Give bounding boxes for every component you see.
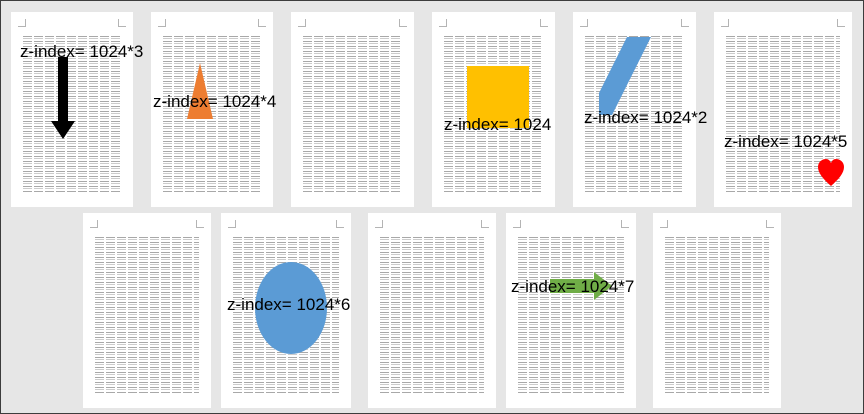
page-text-lines xyxy=(163,36,261,193)
blue-ellipse-shape[interactable] xyxy=(255,262,327,354)
orange-triangle-shape[interactable] xyxy=(187,63,213,119)
red-heart-shape[interactable] xyxy=(818,159,844,187)
page-10[interactable] xyxy=(506,213,636,408)
page-1[interactable] xyxy=(11,12,133,207)
page-8-z-index-label: z-index= 1024*6 xyxy=(227,295,351,314)
page-text-lines xyxy=(303,36,402,193)
yellow-square-rect xyxy=(467,66,529,128)
page-5-z-index-label: z-index= 1024*2 xyxy=(584,108,708,127)
page-3[interactable] xyxy=(291,12,414,207)
page-text-lines xyxy=(95,237,199,394)
page-6[interactable] xyxy=(714,12,852,207)
orange-triangle-path xyxy=(187,63,213,119)
page-text-lines xyxy=(518,237,624,394)
black-down-arrow-shape[interactable] xyxy=(51,57,75,139)
red-heart-path xyxy=(818,159,844,186)
page-text-lines xyxy=(23,36,121,193)
yellow-square-shape[interactable] xyxy=(467,66,529,128)
page-10-z-index-label: z-index= 1024*7 xyxy=(511,277,635,296)
green-right-arrow-shape[interactable] xyxy=(550,272,612,300)
page-2[interactable] xyxy=(151,12,273,207)
page-11[interactable] xyxy=(653,213,781,408)
blue-ellipse-path xyxy=(255,262,327,354)
page-text-lines xyxy=(380,237,484,394)
page-2-z-index-label: z-index= 1024*4 xyxy=(153,92,277,111)
green-right-arrow-path xyxy=(550,272,612,300)
blue-parallelogram-shape[interactable] xyxy=(599,37,651,115)
page-4-z-index-label: z-index= 1024 xyxy=(444,115,552,134)
page-6-z-index-label: z-index= 1024*5 xyxy=(724,132,848,151)
page-7[interactable] xyxy=(83,213,211,408)
black-down-arrow-path xyxy=(51,57,75,139)
page-text-lines xyxy=(665,237,769,394)
page-9[interactable] xyxy=(368,213,496,408)
blue-parallelogram-path xyxy=(599,37,651,115)
page-1-z-index-label: z-index= 1024*3 xyxy=(20,42,144,61)
page-text-lines xyxy=(726,36,840,193)
